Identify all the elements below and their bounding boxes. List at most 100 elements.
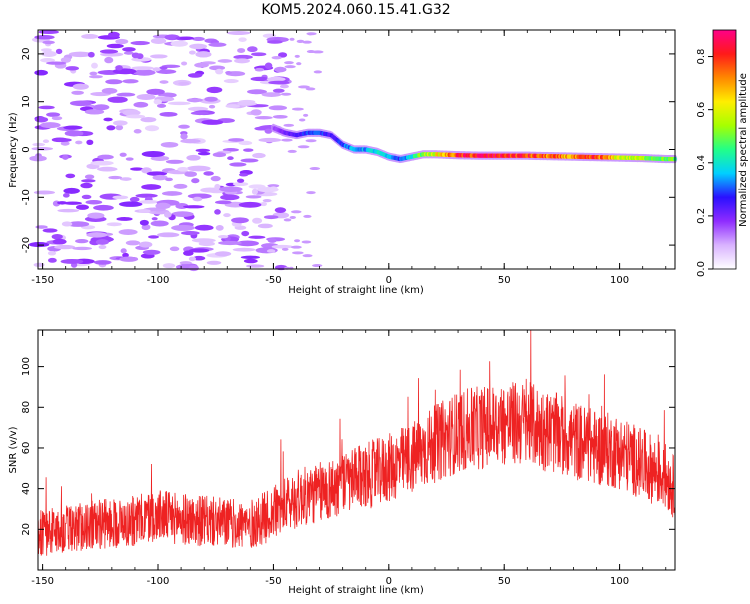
spectrogram-noise-blob: [247, 89, 267, 95]
spectrogram-noise-blob: [269, 186, 278, 192]
spectrogram-noise-blob: [292, 251, 304, 255]
spectrogram-noise-blob: [89, 75, 103, 79]
spectrogram-noise-blob: [191, 178, 200, 184]
spectrogram-heatmap: [28, 30, 678, 272]
spectrogram-noise-blob: [57, 208, 80, 213]
spectrogram-noise-blob: [40, 122, 61, 129]
spectrogram-noise-blob: [258, 137, 282, 143]
spectrogram-noise-blob: [133, 101, 149, 108]
spectrogram-noise-blob: [165, 159, 184, 164]
spectrogram-noise-blob: [173, 183, 188, 189]
colorbar-tick-label: 0.2: [696, 208, 707, 224]
spectrogram-noise-blob: [237, 101, 257, 106]
spectrogram-noise-blob: [51, 116, 63, 121]
spectrogram-noise-blob: [152, 174, 168, 181]
spectrogram-noise-blob: [42, 228, 58, 233]
snr-y-label: SNR (v/v): [8, 426, 19, 473]
spectrogram-noise-blob: [93, 104, 110, 111]
spectrogram-noise-blob: [151, 217, 158, 221]
colorbar-label: Normalized spectral amplitude: [738, 73, 749, 227]
spectrogram-noise-blob: [144, 125, 160, 132]
spectrogram-noise-blob: [146, 88, 165, 95]
snr-y-tick-label: 20: [21, 523, 32, 536]
spectrogram-noise-blob: [38, 105, 55, 110]
colorbar-tick-label: 0.0: [696, 261, 707, 277]
spectrogram-noise-blob: [281, 247, 289, 251]
spectrogram-noise-blob: [217, 234, 229, 239]
colorbar-gradient: [712, 29, 737, 270]
spectrogram-noise-blob: [138, 209, 151, 213]
colorbar: 0.0 0.2 0.4 0.6 0.8 Normalized spectral ampl…: [696, 29, 749, 277]
spectrogram-noise-blob: [161, 191, 183, 196]
spectrogram-noise-blob: [91, 62, 98, 69]
spectrogram-noise-blob: [63, 187, 80, 194]
spectrogram-noise-blob: [262, 198, 272, 203]
snr-x-label: Height of straight line (km): [288, 585, 424, 596]
spectrogram-noise-blob: [68, 51, 92, 58]
spectrogram-noise-blob: [284, 65, 296, 69]
spectrogram-noise-blob: [170, 40, 188, 47]
spectrogram-y-tick-label: -20: [21, 237, 32, 253]
spectrogram-noise-blob: [215, 224, 224, 231]
snr-x-tick-label: 0: [386, 576, 392, 587]
spectrogram-noise-blob: [55, 48, 63, 55]
spectrogram-noise-blob: [119, 152, 127, 157]
spectrogram-x-label: Height of straight line (km): [288, 285, 424, 296]
spectrogram-noise-blob: [306, 191, 316, 195]
spectrogram-noise-blob: [179, 261, 192, 265]
spectrogram-x-tick-label: 50: [498, 275, 511, 286]
spectrogram-noise-blob: [97, 154, 114, 160]
spectrogram-noise-blob: [116, 92, 136, 97]
spectrogram-noise-blob: [260, 201, 267, 207]
spectrogram-noise-blob: [34, 34, 55, 40]
spectrogram-noise-blob: [186, 154, 201, 161]
spectrogram-noise-blob: [69, 100, 93, 107]
spectrogram-noise-blob: [104, 56, 114, 64]
spectrogram-noise-blob: [280, 92, 292, 96]
spectrogram-noise-blob: [245, 195, 262, 199]
spectrogram-noise-blob: [198, 241, 215, 247]
spectrogram-noise-blob: [62, 154, 69, 160]
spectrogram-noise-blob: [54, 244, 76, 250]
spectrogram-noise-blob: [65, 173, 76, 179]
spectrogram-noise-blob: [284, 61, 294, 65]
spectrogram-noise-blob: [313, 70, 323, 74]
spectrogram-noise-blob: [246, 264, 265, 268]
chart-title: KOM5.2024.060.15.41.G32: [261, 2, 450, 18]
spectrogram-noise-blob: [171, 224, 196, 231]
spectrogram-x-tick-label: -150: [31, 275, 54, 286]
spectrogram-noise-blob: [194, 224, 214, 231]
spectrogram-noise-blob: [93, 260, 112, 265]
spectrogram-noise-blob: [71, 90, 84, 95]
spectrogram-noise-blob: [139, 219, 149, 226]
snr-y-tick-label: 100: [21, 357, 32, 376]
spectrogram-noise-blob: [47, 250, 57, 256]
spectrogram-noise-blob: [64, 130, 84, 137]
spectrogram-noise-blob: [87, 212, 105, 219]
spectrogram-noise-blob: [106, 125, 116, 131]
spectrogram-noise-blob: [266, 76, 286, 82]
spectrogram-noise-blob: [159, 66, 168, 70]
spectrogram-noise-blob: [61, 221, 73, 227]
spectrogram-noise-blob: [98, 244, 107, 250]
spectrogram-noise-blob: [268, 80, 290, 85]
spectrogram-noise-blob: [81, 34, 99, 39]
spectrogram-noise-blob: [186, 165, 211, 172]
spectrogram-noise-blob: [122, 79, 139, 84]
spectrogram-noise-blob: [252, 152, 266, 159]
spectrogram-noise-blob: [289, 215, 296, 219]
spectrogram-noise-blob: [103, 117, 113, 122]
spectrogram-noise-blob: [225, 70, 232, 75]
spectrogram-noise-blob: [101, 87, 118, 94]
spectrogram-noise-blob: [301, 240, 312, 244]
spectrogram-noise-blob: [119, 177, 132, 181]
spectrogram-noise-blob: [123, 51, 134, 55]
spectrogram-noise-blob: [165, 177, 173, 182]
spectrogram-noise-blob: [167, 101, 191, 106]
spectrogram-noise-blob: [291, 107, 304, 111]
spectrogram-noise-blob: [201, 119, 224, 125]
spectrogram-noise-blob: [118, 229, 138, 235]
spectrogram-noise-blob: [150, 220, 169, 227]
spectrogram-noise-blob: [264, 128, 273, 134]
